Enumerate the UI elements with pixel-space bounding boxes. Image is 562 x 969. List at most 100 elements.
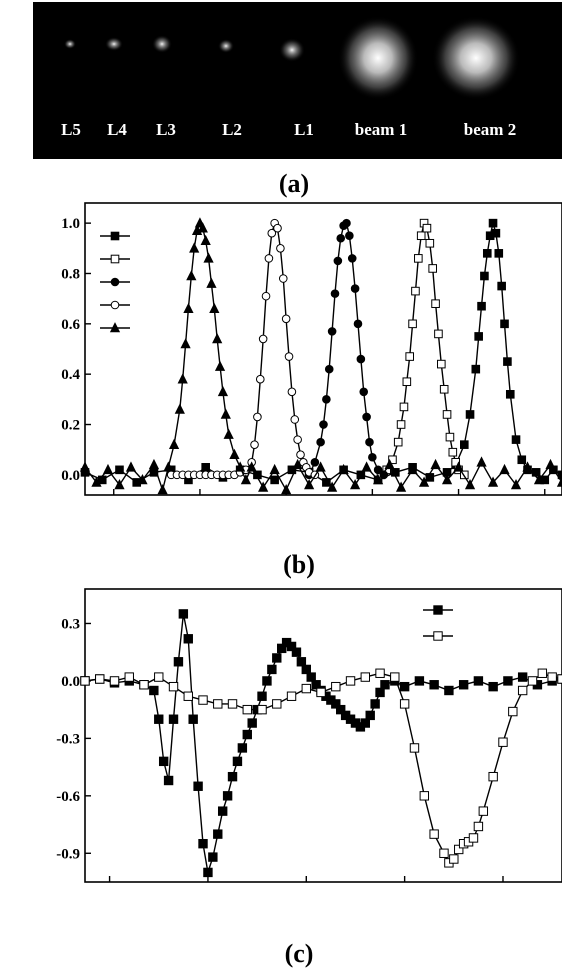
data-point [273,223,282,233]
data-point [537,668,548,678]
chart-b: 0.0 0.2 0.4 0.6 0.8 1.0 [61,202,562,496]
data-point [80,676,90,686]
caption-c: (c) [285,939,314,968]
legend-marker [110,300,120,310]
data-point [368,452,377,462]
data-point [360,672,370,682]
legend-marker [109,322,121,333]
data-point [296,657,307,667]
series-l5 [79,217,562,495]
label-l4: L4 [107,120,127,139]
data-point [331,681,341,692]
data-point [180,338,191,349]
data-point [482,249,492,258]
data-point [189,242,200,253]
series-l3 [304,218,389,480]
data-point [242,729,252,740]
data-point [471,364,481,374]
data-point [149,685,159,696]
data-point [460,440,469,449]
data-point [281,314,291,324]
data-point [477,301,486,311]
data-point [222,791,233,801]
data-point [409,743,420,753]
data-point [290,415,300,424]
data-point [174,403,185,414]
data-point [331,699,341,709]
label-l2: L2 [222,120,242,139]
data-point [286,691,297,701]
data-point [345,676,356,686]
y-tick-label: 0.0 [61,468,80,484]
data-point [257,704,267,715]
data-point [336,704,346,715]
data-point [517,455,527,465]
data-point [414,254,423,263]
data-point [557,674,562,684]
data-point [390,672,400,682]
label-beam-2: beam 2 [464,120,516,139]
caption-b: (b) [283,550,315,579]
legend-marker [110,277,120,287]
data-point [488,681,498,692]
series-beam-1 [80,609,562,878]
data-point [79,461,91,472]
data-point [301,683,311,694]
data-point [306,672,316,682]
data-point [168,714,179,724]
data-point [414,676,425,686]
data-point [408,319,417,329]
data-point [201,463,210,472]
data-point [487,476,499,487]
spot-l1 [279,38,305,62]
data-point [322,395,331,404]
data-point [527,676,538,686]
data-point [439,848,449,858]
data-point [148,458,160,470]
data-point [356,354,366,364]
data-point [183,634,193,644]
data-point [292,458,303,470]
caption-a: (a) [279,169,309,198]
plot-frame [84,588,562,883]
y-tick-label: 1.0 [61,216,80,232]
data-point [272,699,282,709]
data-point [267,228,277,238]
data-point [396,420,406,429]
data-point [316,437,325,447]
y-tick-label: 0.2 [61,418,80,434]
data-point [379,470,389,480]
data-point [442,410,452,419]
data-point [281,484,292,495]
data-point [198,695,208,705]
data-point [365,710,375,721]
y-tick-label: -0.6 [56,789,80,805]
data-point [197,222,208,233]
data-point [173,657,184,667]
data-point [393,437,403,447]
legend-marker [433,631,443,641]
data-point [214,360,226,371]
data-point [498,737,508,747]
data-point [399,402,409,412]
data-point [115,465,124,475]
data-point [399,681,410,692]
spot-beam-2 [432,16,520,100]
y-tick-label: 0.8 [61,266,80,282]
series-l4 [166,218,320,480]
data-point [517,685,528,696]
data-point [124,672,134,682]
data-point [163,461,174,472]
data-point [272,653,282,663]
data-point [327,481,338,492]
data-point [437,359,446,369]
series-beam-2 [80,668,562,868]
data-point [154,672,164,682]
data-point [388,455,397,465]
data-point [445,432,455,442]
data-point [468,833,479,843]
data-point [183,302,194,314]
data-point [488,771,498,782]
data-point [293,435,302,444]
